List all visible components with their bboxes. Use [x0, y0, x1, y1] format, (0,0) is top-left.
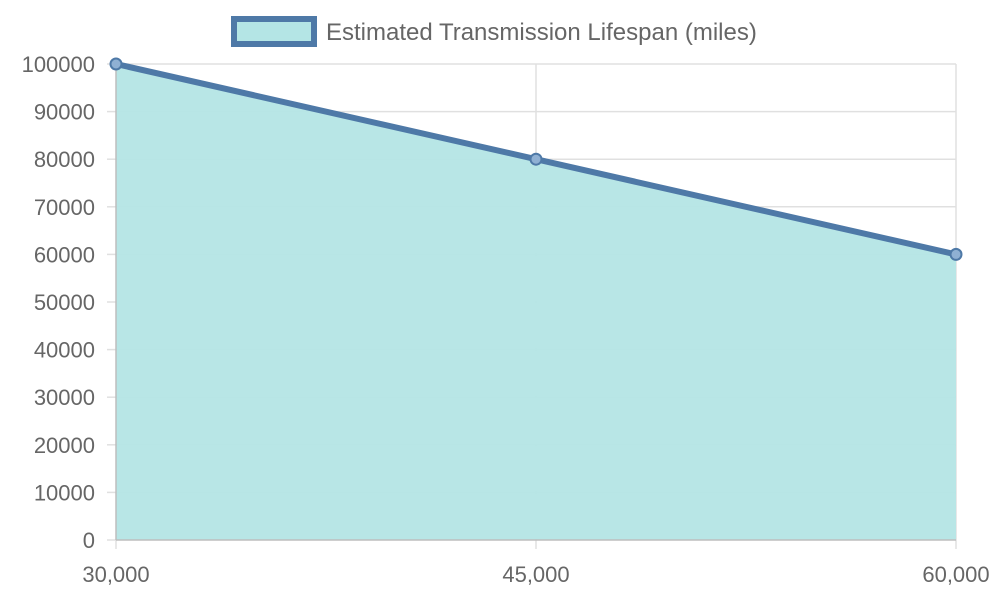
data-point[interactable] — [529, 152, 543, 166]
legend-label[interactable]: Estimated Transmission Lifespan (miles) — [326, 19, 757, 46]
y-tick-label: 30000 — [34, 385, 95, 410]
y-tick-label: 10000 — [34, 480, 95, 505]
y-tick-label: 100000 — [22, 52, 95, 77]
data-point[interactable] — [109, 57, 123, 71]
data-point[interactable] — [949, 247, 963, 261]
legend-swatch[interactable] — [231, 16, 317, 47]
y-axis-tick-labels: 0 10000 20000 30000 40000 50000 60000 70000 8000… — [22, 52, 95, 553]
axes — [107, 63, 957, 549]
y-tick-label: 70000 — [34, 195, 95, 220]
x-tick-label: 30,000 — [82, 562, 149, 587]
x-axis-tick-labels: 30,000 45,000 60,000 — [82, 562, 989, 587]
x-tick-label: 60,000 — [922, 562, 989, 587]
y-tick-label: 20000 — [34, 433, 95, 458]
y-tick-label: 50000 — [34, 290, 95, 315]
data-points — [109, 57, 963, 261]
y-tick-label: 80000 — [34, 147, 95, 172]
y-tick-label: 0 — [83, 528, 95, 553]
y-tick-label: 90000 — [34, 100, 95, 125]
area-fill-layer — [116, 64, 956, 540]
legend[interactable]: Estimated Transmission Lifespan (miles) — [231, 16, 757, 47]
x-tick-label: 45,000 — [502, 562, 569, 587]
series-area-fill — [116, 64, 956, 540]
y-tick-label: 40000 — [34, 338, 95, 363]
y-tick-label: 60000 — [34, 242, 95, 267]
